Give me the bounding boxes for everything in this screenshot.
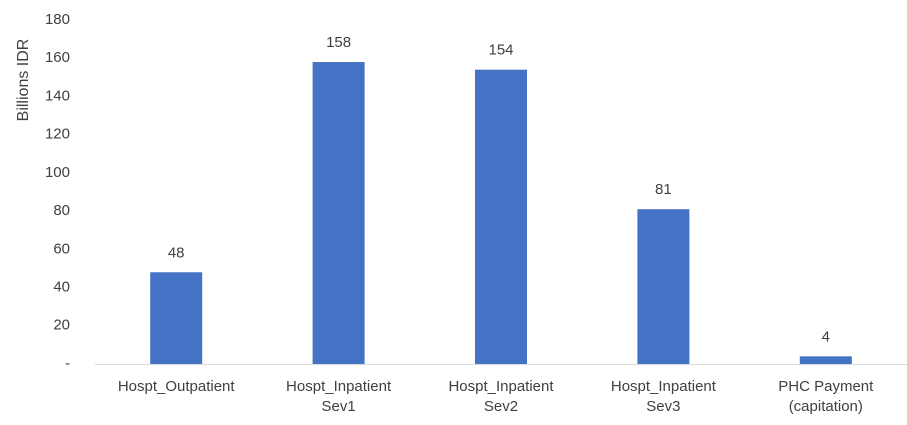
data-label: 154: [488, 42, 513, 59]
bar: [150, 272, 203, 364]
y-tick-label: -: [65, 355, 70, 372]
x-tick-label: Sev3: [646, 398, 680, 415]
data-label: 158: [326, 34, 351, 51]
y-tick-label: 20: [53, 317, 70, 334]
x-tick-label: PHC Payment: [778, 378, 874, 395]
x-tick-label: Hospt_Inpatient: [611, 378, 717, 395]
x-tick-label: (capitation): [789, 398, 863, 415]
bar: [475, 69, 527, 364]
x-axis-labels: Hospt_Outpatient Hospt_Inpatient Sev1 Hospt…: [118, 378, 874, 415]
y-tick-label: 180: [45, 11, 70, 28]
data-label: 81: [655, 181, 672, 198]
x-tick-label: Sev2: [484, 398, 518, 415]
x-tick-label: Hospt_Inpatient: [448, 378, 554, 395]
y-tick-label: 140: [45, 87, 70, 104]
y-tick-label: 120: [45, 126, 70, 143]
y-tick-label: 100: [45, 164, 70, 181]
bar: [312, 62, 365, 365]
y-tick-label: 60: [53, 240, 70, 257]
x-tick-label: Sev1: [321, 398, 355, 415]
y-axis-ticks: - 20 40 60 80 100 120 140 160 180: [45, 11, 70, 372]
y-tick-label: 40: [53, 279, 70, 296]
bar: [637, 209, 690, 364]
y-tick-label: 80: [53, 202, 70, 219]
bars: [150, 62, 852, 365]
data-label: 4: [822, 328, 830, 345]
y-axis-title-group: Billions IDR: [15, 39, 32, 122]
data-labels: 48 158 154 81 4: [168, 34, 830, 345]
y-axis-title: Billions IDR: [15, 39, 32, 122]
data-label: 48: [168, 244, 185, 261]
x-tick-label: Hospt_Outpatient: [118, 378, 236, 395]
x-tick-label: Hospt_Inpatient: [286, 378, 392, 395]
bar: [799, 356, 852, 364]
y-tick-label: 160: [45, 49, 70, 66]
